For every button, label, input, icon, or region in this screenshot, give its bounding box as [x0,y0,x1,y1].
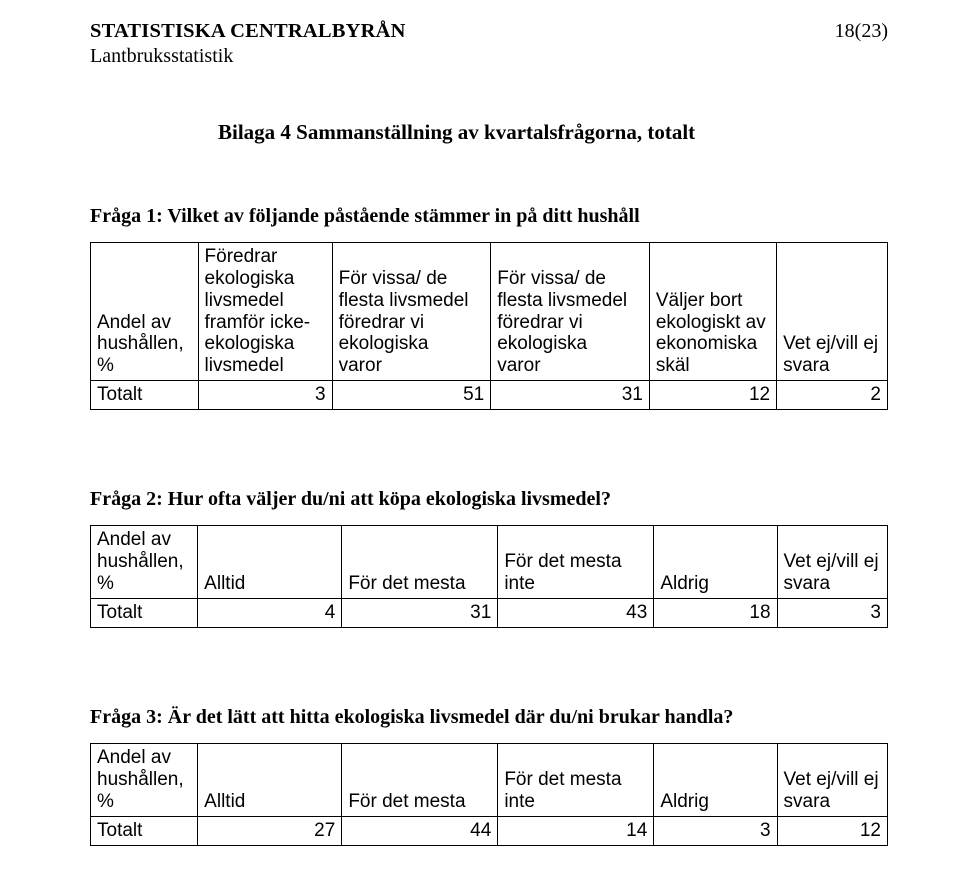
cell-value: 27 [198,816,342,845]
cell-value: 12 [777,816,887,845]
table-row: Totalt 27 44 14 3 12 [91,816,888,845]
col-header-some-prefer-eco-1: För vissa/ de flesta livsmedel föredrar … [332,243,491,381]
cell-value: 31 [491,381,650,410]
question-3-title: Fråga 3: Är det lätt att hitta ekologisk… [90,706,888,729]
row-label: Totalt [91,816,198,845]
table-header-row: Andel av hushållen, % Alltid För det mes… [91,525,888,598]
cell-value: 43 [498,598,654,627]
cell-value: 18 [654,598,777,627]
col-header-mostlynot: För det mesta inte [498,743,654,816]
cell-value: 44 [342,816,498,845]
cell-value: 12 [649,381,776,410]
col-header-share: Andel av hushållen, % [91,243,199,381]
col-header-economic: Väljer bort ekologiskt av ekonomiska skä… [649,243,776,381]
col-header-share: Andel av hushållen, % [91,525,198,598]
col-header-noanswer: Vet ej/vill ej svara [777,243,888,381]
question-2-table: Andel av hushållen, % Alltid För det mes… [90,525,888,628]
col-header-always: Alltid [198,525,342,598]
col-header-never: Aldrig [654,525,777,598]
cell-value: 3 [198,381,332,410]
header-page-number: 18(23) [835,20,888,43]
table-row: Totalt 3 51 31 12 2 [91,381,888,410]
question-2-title: Fråga 2: Hur ofta väljer du/ni att köpa … [90,488,888,511]
cell-value: 3 [777,598,887,627]
appendix-title: Bilaga 4 Sammanställning av kvartalsfråg… [218,120,888,145]
col-header-always: Alltid [198,743,342,816]
cell-value: 3 [654,816,777,845]
header-row: STATISTISKA CENTRALBYRÅN 18(23) [90,20,888,43]
table-row: Totalt 4 31 43 18 3 [91,598,888,627]
col-header-never: Aldrig [654,743,777,816]
row-label: Totalt [91,598,198,627]
col-header-some-prefer-eco-2: För vissa/ de flesta livsmedel föredrar … [491,243,650,381]
page: STATISTISKA CENTRALBYRÅN 18(23) Lantbruk… [0,0,960,886]
col-header-mostlynot: För det mesta inte [498,525,654,598]
row-label: Totalt [91,381,199,410]
question-1-table: Andel av hushållen, % Föredrar ekologisk… [90,242,888,410]
cell-value: 2 [777,381,888,410]
header-sub: Lantbruksstatistik [90,45,888,68]
col-header-noanswer: Vet ej/vill ej svara [777,743,887,816]
col-header-noanswer: Vet ej/vill ej svara [777,525,887,598]
question-1-title: Fråga 1: Vilket av följande påstående st… [90,205,888,228]
cell-value: 4 [198,598,342,627]
cell-value: 31 [342,598,498,627]
header-org: STATISTISKA CENTRALBYRÅN [90,20,406,43]
col-header-mostly: För det mesta [342,525,498,598]
table-header-row: Andel av hushållen, % Alltid För det mes… [91,743,888,816]
col-header-prefer-eco: Föredrar ekologiska livsmedel framför ic… [198,243,332,381]
cell-value: 14 [498,816,654,845]
table-header-row: Andel av hushållen, % Föredrar ekologisk… [91,243,888,381]
cell-value: 51 [332,381,491,410]
question-3-table: Andel av hushållen, % Alltid För det mes… [90,743,888,846]
col-header-share: Andel av hushållen, % [91,743,198,816]
col-header-mostly: För det mesta [342,743,498,816]
